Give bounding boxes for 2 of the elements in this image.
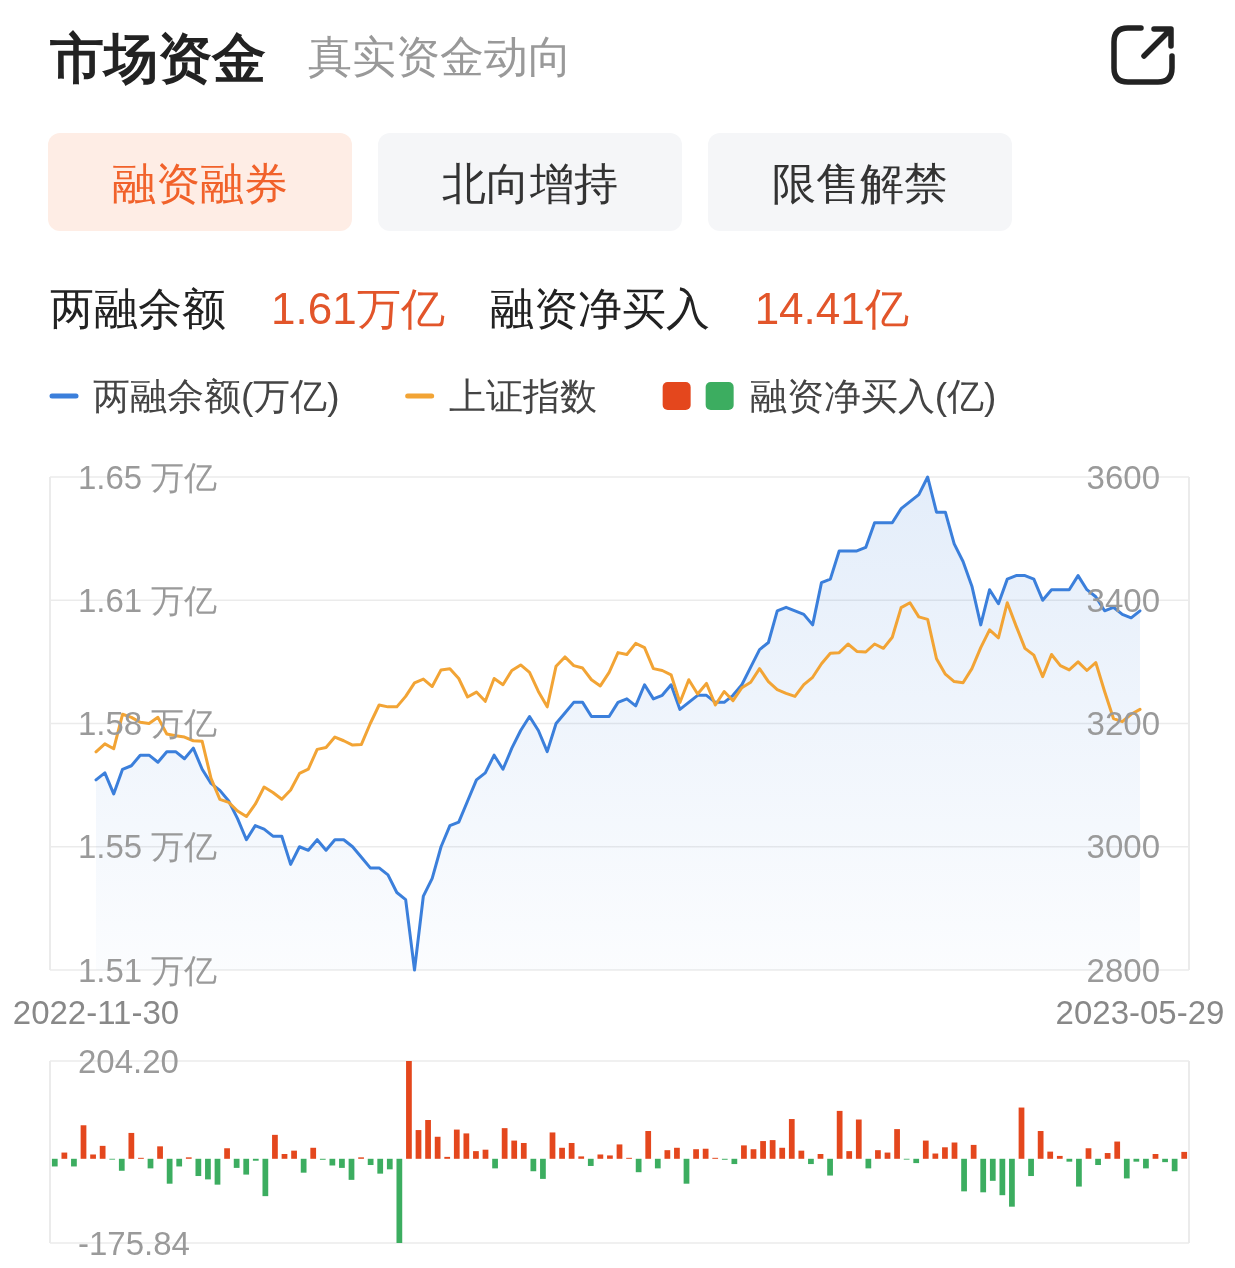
subtitle: 真实资金动向	[308, 32, 572, 81]
title: 市场资金	[50, 28, 266, 88]
